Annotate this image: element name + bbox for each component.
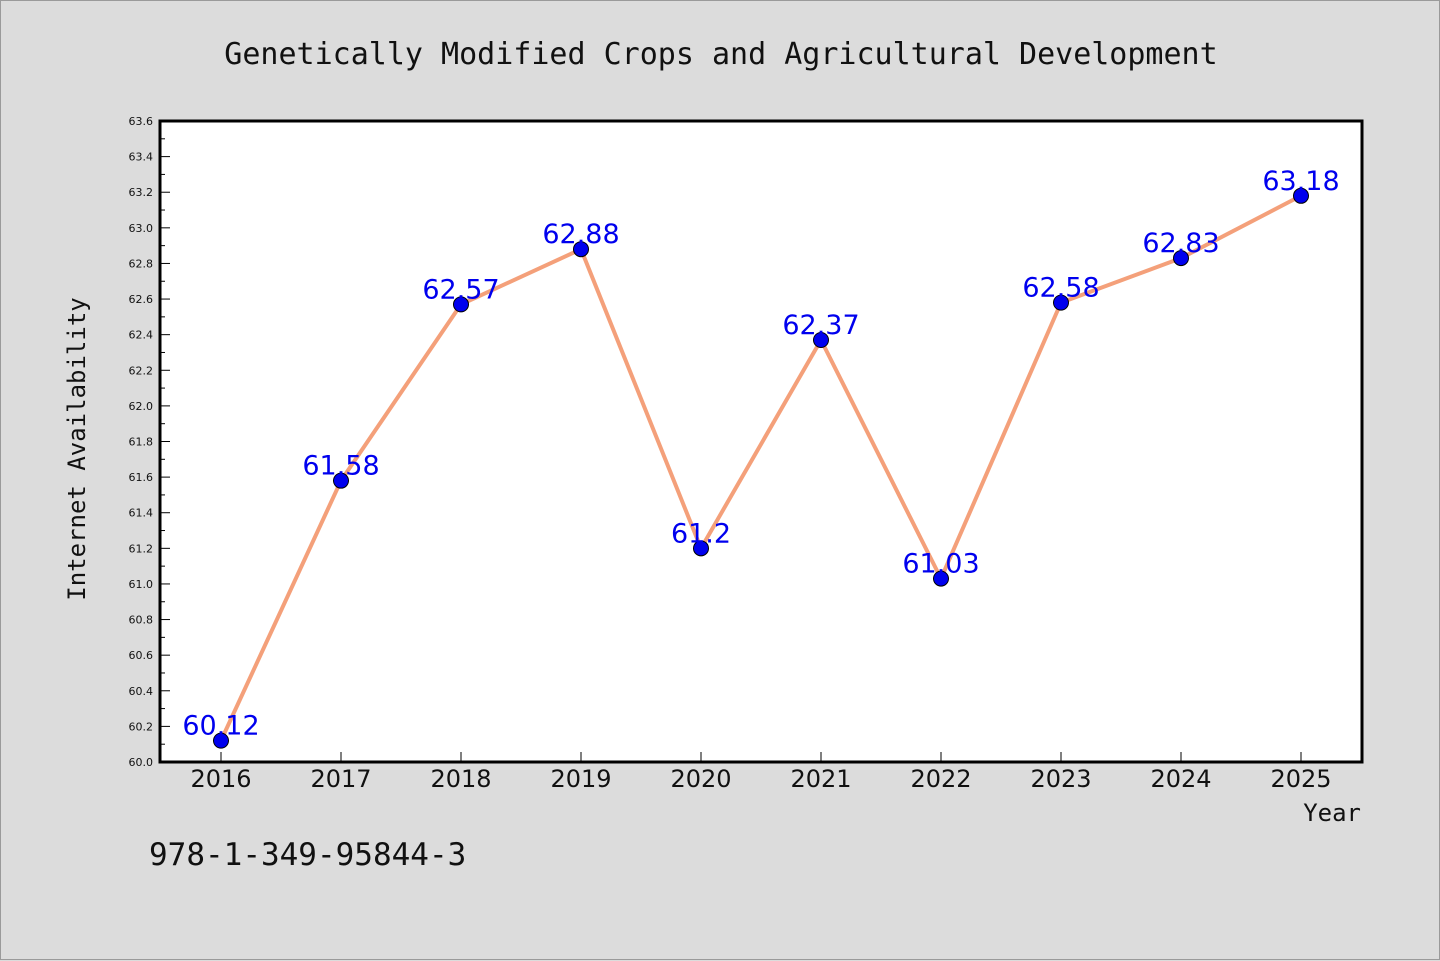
y-tick-label: 62.6 <box>129 293 154 306</box>
y-tick-label: 63.6 <box>129 115 154 128</box>
data-label: 61.2 <box>671 518 731 549</box>
x-tick-label: 2018 <box>430 765 491 793</box>
data-point <box>213 732 229 749</box>
data-label: 62.57 <box>422 274 499 305</box>
x-axis: 2016 2017 2018 2019 2020 2021 2022 2023 2024 2025 <box>190 752 1332 793</box>
isbn-text: 978-1-349-95844-3 <box>149 837 466 873</box>
data-point <box>453 296 469 313</box>
x-axis-label: Year <box>1303 799 1361 827</box>
x-tick-label: 2025 <box>1270 765 1331 793</box>
data-point <box>933 570 949 587</box>
y-tick-label: 60.6 <box>129 649 154 662</box>
y-tick-label: 60.4 <box>129 685 154 698</box>
series-path <box>219 193 1303 743</box>
y-tick-label: 63.0 <box>129 222 154 235</box>
y-tick-label: 60.8 <box>129 614 154 627</box>
x-tick-label: 2024 <box>1150 765 1211 793</box>
data-point <box>1173 250 1189 267</box>
y-tick-label: 62.0 <box>129 400 154 413</box>
y-tick-label: 61.0 <box>129 578 154 591</box>
data-label: 62.88 <box>542 219 619 250</box>
x-tick-label: 2023 <box>1030 765 1091 793</box>
y-tick-label: 60.2 <box>129 720 154 733</box>
data-point <box>1053 294 1069 311</box>
y-tick-label: 61.8 <box>129 436 154 449</box>
x-tick-label: 2016 <box>190 765 251 793</box>
y-tick-label: 61.6 <box>129 471 154 484</box>
y-tick-label: 63.4 <box>129 151 154 164</box>
y-tick-label: 61.2 <box>129 542 154 555</box>
data-label: 60.12 <box>182 711 259 742</box>
series-markers <box>213 187 1309 749</box>
data-labels: 60.12 61.58 62.57 62.88 61.2 62.37 61.03 62.58 6… <box>182 166 1339 742</box>
y-tick-label: 61.4 <box>129 507 154 520</box>
y-axis-label: Internet Availability <box>63 297 91 600</box>
y-axis: 60.0 60.2 60.4 60.6 60.8 61.0 61.2 61.4 61.6 61.8… <box>129 115 170 769</box>
data-label: 61.03 <box>902 549 979 580</box>
y-tick-label: 62.2 <box>129 364 154 377</box>
x-tick-label: 2017 <box>310 765 371 793</box>
x-tick-label: 2019 <box>550 765 611 793</box>
y-tick-label: 62.8 <box>129 257 154 270</box>
y-tick-label: 60.0 <box>129 756 154 769</box>
data-point <box>813 332 829 349</box>
data-label: 61.58 <box>302 451 379 482</box>
data-point <box>573 241 589 258</box>
x-tick-label: 2022 <box>910 765 971 793</box>
data-point <box>1293 187 1309 204</box>
data-label: 62.83 <box>1142 228 1219 259</box>
x-tick-label: 2020 <box>670 765 731 793</box>
data-point <box>333 472 349 489</box>
data-label: 62.58 <box>1022 273 1099 304</box>
data-label: 62.37 <box>782 310 859 341</box>
x-tick-label: 2021 <box>790 765 851 793</box>
data-point <box>693 540 709 557</box>
data-label: 63.18 <box>1262 166 1339 197</box>
y-tick-label: 63.2 <box>129 186 154 199</box>
y-tick-label: 62.4 <box>129 329 154 342</box>
chart-title: Genetically Modified Crops and Agricultu… <box>224 37 1217 72</box>
series-line <box>219 193 1303 743</box>
